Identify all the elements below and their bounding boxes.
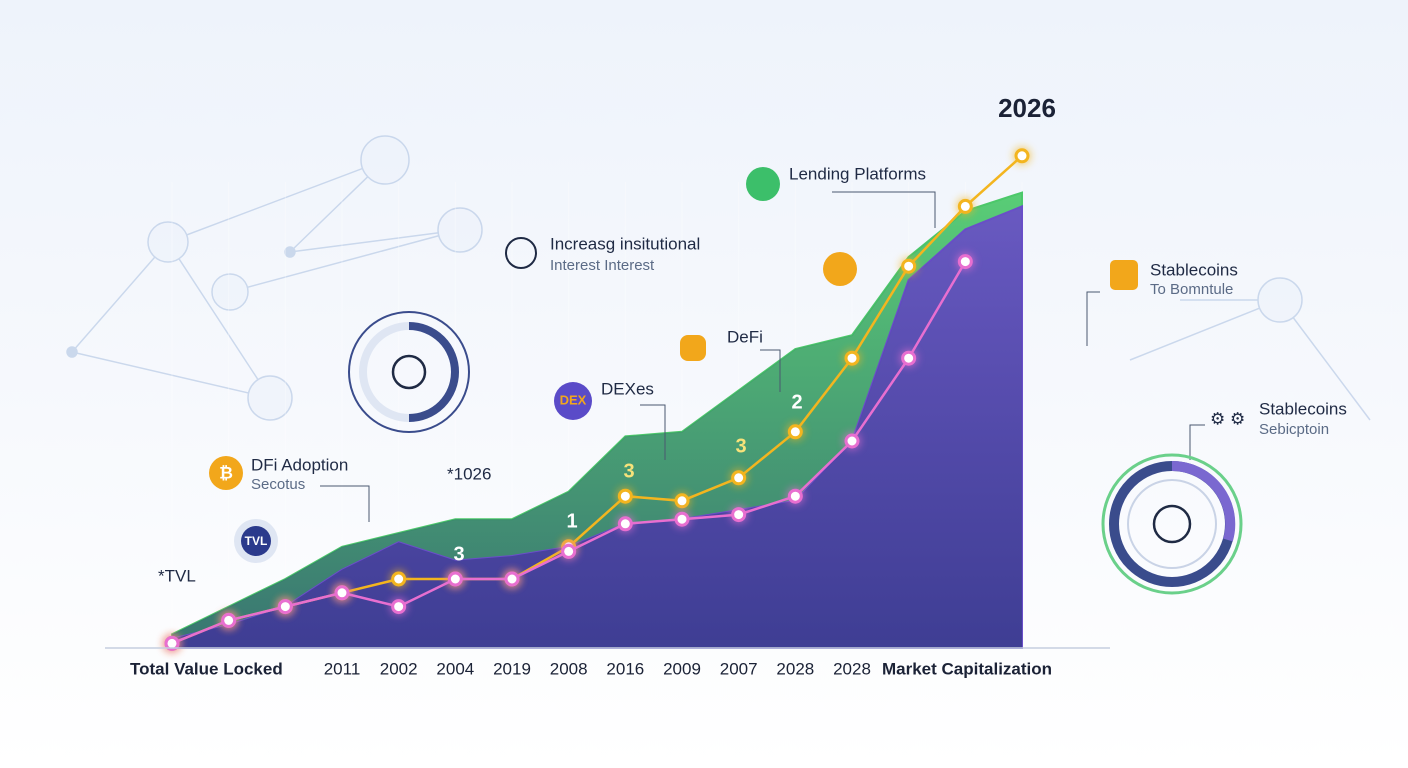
marker: [731, 507, 747, 523]
marker: [334, 585, 350, 601]
marker: [787, 424, 803, 440]
x-tick-label: 2002: [380, 659, 418, 678]
leader-line: [1086, 291, 1100, 346]
network-background: [66, 135, 1371, 421]
annotation: Stablecoins: [1259, 399, 1347, 418]
point-label: 1: [566, 510, 577, 532]
marker: [957, 254, 973, 270]
x-tick-label: 2011: [324, 659, 361, 678]
ring-icon: [348, 311, 1243, 595]
icon: [1110, 260, 1138, 290]
marker: [731, 470, 747, 486]
icon: [680, 335, 706, 361]
icon-label: TVL: [245, 534, 268, 548]
icon-label: ⚙ ⚙: [1210, 409, 1245, 428]
marker: [617, 516, 633, 532]
annotation: To Bomntule: [1150, 281, 1233, 298]
area-shade: [172, 206, 1022, 648]
leader-line: [760, 349, 781, 392]
annotation: Stablecoins: [1150, 260, 1238, 279]
point-label: 3: [735, 435, 746, 457]
annotation: Interest Interest: [550, 257, 655, 274]
annotation: Lending Platforms: [789, 164, 926, 183]
icon-label: ₿: [219, 463, 233, 482]
plot-area: 3 1 3 3 2: [163, 146, 1031, 653]
annotation: DeFi: [727, 327, 763, 346]
marker: [391, 571, 407, 587]
annotation: *TVL: [158, 566, 196, 585]
marker: [674, 493, 690, 509]
marker: [957, 198, 973, 214]
x-tick-label: 2028: [776, 659, 814, 678]
x-tick-label: 2007: [720, 659, 758, 678]
point-label: 2: [791, 391, 802, 413]
marker: [391, 599, 407, 615]
marker: [674, 511, 690, 527]
annotation: DFi Adoption: [251, 455, 348, 474]
x-axis-label-right: Market Capitalization: [882, 659, 1052, 678]
icon: [823, 252, 857, 286]
icon: [505, 237, 537, 269]
x-axis-label-left: Total Value Locked: [130, 659, 283, 678]
leader-line: [640, 404, 666, 460]
chart-title: 2026: [998, 93, 1056, 123]
marker: [221, 612, 237, 628]
marker: [901, 258, 917, 274]
annotation: Secotus: [251, 476, 305, 493]
icon: [241, 526, 271, 556]
x-tick-label: 2008: [550, 659, 588, 678]
x-tick-label: 2028: [833, 659, 871, 678]
marker: [844, 350, 860, 366]
marker: [561, 543, 577, 559]
marker: [277, 599, 293, 615]
point-label: 3: [623, 460, 634, 482]
icon: [554, 382, 592, 420]
marker: [504, 571, 520, 587]
marker: [447, 571, 463, 587]
leader-line: [832, 191, 936, 228]
icon-label: DEX: [560, 392, 587, 407]
marker: [1014, 148, 1030, 164]
x-tick-label: 2016: [606, 659, 644, 678]
x-tick-label: 2009: [663, 659, 701, 678]
x-tick-label: 2004: [436, 659, 474, 678]
marker: [787, 488, 803, 504]
marker: [844, 433, 860, 449]
callouts: Lending Platforms Increasg insitutional …: [158, 164, 1347, 585]
icon: [209, 456, 243, 490]
annotation: Increasg insitutional: [550, 234, 700, 253]
annotation: Sebicptoin: [1259, 421, 1329, 438]
leader-line: [320, 485, 370, 522]
marker: [164, 635, 180, 651]
annotation: *1026: [447, 464, 491, 483]
marker: [901, 350, 917, 366]
annotation: DEXes: [601, 379, 654, 398]
icon: [746, 167, 780, 201]
marker: [617, 488, 633, 504]
x-tick-label: 2019: [493, 659, 531, 678]
point-label: 3: [453, 543, 464, 565]
leader-line: [1189, 424, 1205, 460]
